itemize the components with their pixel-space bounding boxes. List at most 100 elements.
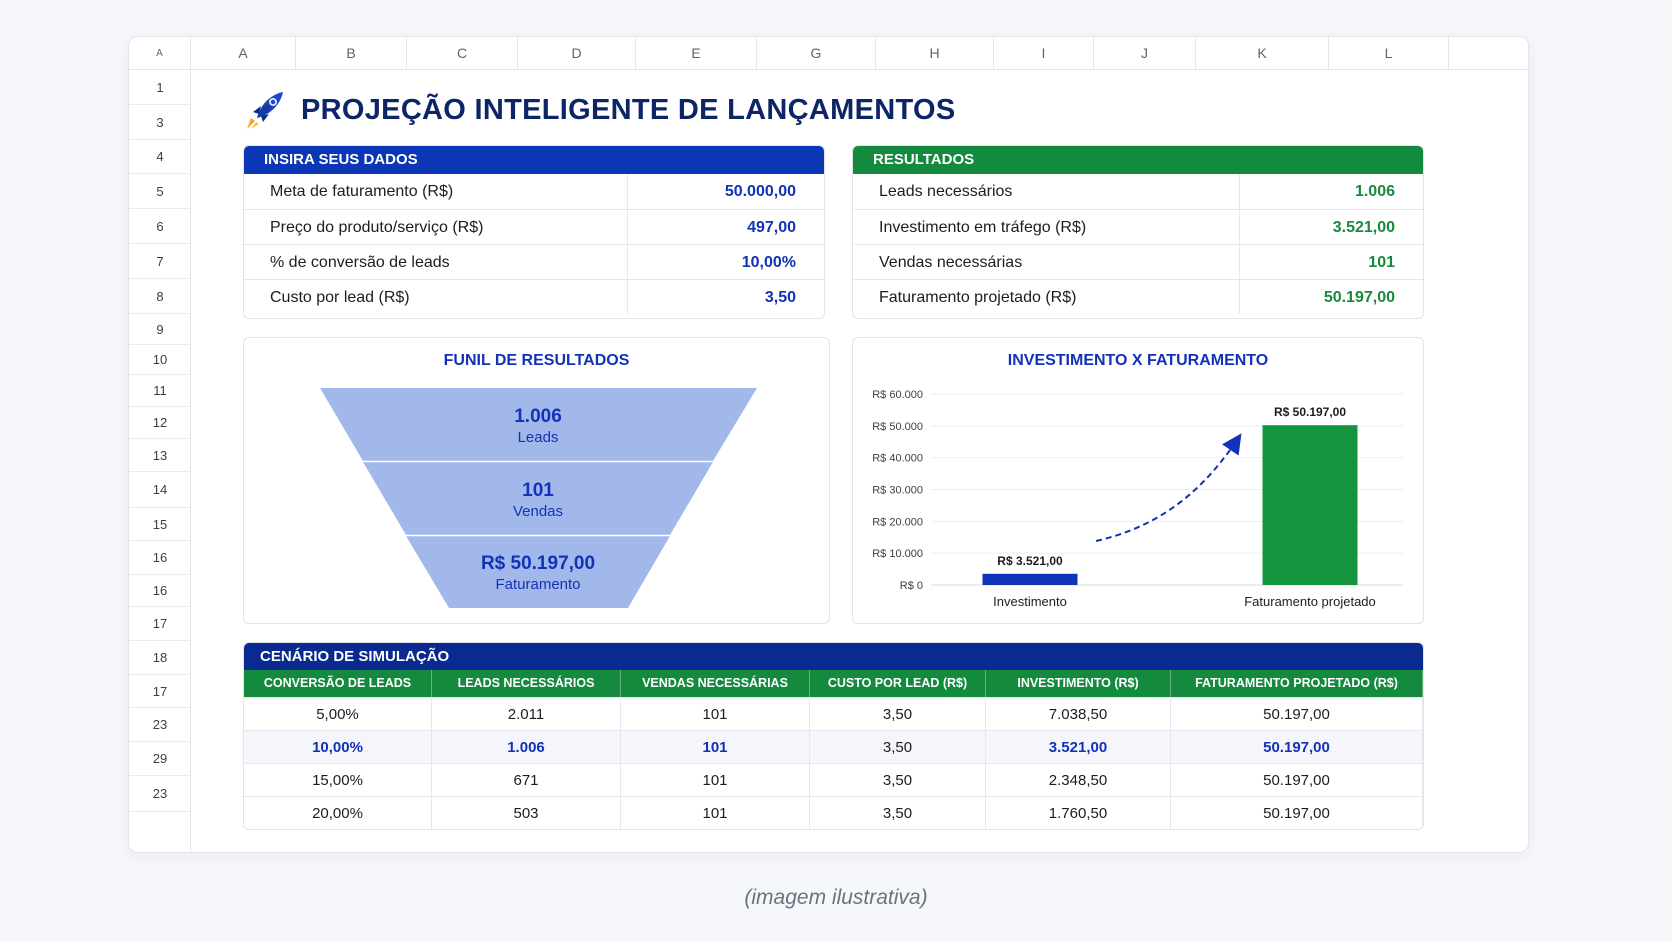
results-value: 101 bbox=[1239, 245, 1423, 279]
inputs-value[interactable]: 10,00% bbox=[627, 245, 824, 279]
simulation-cell: 50.197,00 bbox=[1171, 731, 1423, 763]
simulation-cell: 15,00% bbox=[244, 764, 432, 796]
row-header[interactable]: 8 bbox=[129, 279, 191, 314]
y-tick-label: R$ 0 bbox=[900, 580, 923, 592]
funnel-panel: FUNIL DE RESULTADOS 1.006 Leads 101 Vend… bbox=[243, 337, 830, 624]
inputs-label: Custo por lead (R$) bbox=[270, 289, 410, 306]
y-tick-label: R$ 30.000 bbox=[872, 485, 923, 497]
simulation-cell: 101 bbox=[621, 731, 810, 763]
row-header[interactable]: 10 bbox=[129, 345, 191, 375]
inputs-header: INSIRA SEUS DADOS bbox=[244, 146, 824, 174]
funnel-chart: 1.006 Leads 101 Vendas R$ 50.197,00 Fatu… bbox=[320, 388, 757, 608]
results-label: Faturamento projetado (R$) bbox=[879, 289, 1077, 306]
row-header[interactable]: 11 bbox=[129, 375, 191, 407]
inputs-value[interactable]: 50.000,00 bbox=[627, 174, 824, 209]
inputs-label: Meta de faturamento (R$) bbox=[270, 183, 454, 200]
results-row: Investimento em tráfego (R$) 3.521,00 bbox=[853, 209, 1423, 244]
row-header[interactable]: 18 bbox=[129, 641, 191, 675]
simulation-cell: 5,00% bbox=[244, 698, 432, 730]
row-header[interactable]: 14 bbox=[129, 472, 191, 508]
funnel-title: FUNIL DE RESULTADOS bbox=[443, 352, 630, 369]
simulation-table: CENÁRIO DE SIMULAÇÃO CONVERSÃO DE LEADS L… bbox=[243, 642, 1424, 830]
simulation-cell: 3.521,00 bbox=[986, 731, 1171, 763]
results-label: Leads necessários bbox=[879, 183, 1013, 200]
bar-data-label: R$ 50.197,00 bbox=[1274, 405, 1346, 419]
column-header[interactable]: A bbox=[129, 37, 191, 70]
caption: (imagem ilustrativa) bbox=[744, 886, 928, 909]
row-header[interactable]: 23 bbox=[129, 708, 191, 742]
row-header[interactable]: 15 bbox=[129, 508, 191, 541]
row-header[interactable]: 23 bbox=[129, 776, 191, 812]
simulation-column-header: FATURAMENTO PROJETADO (R$) bbox=[1171, 670, 1423, 697]
simulation-row: 10,00% 1.006 101 3,50 3.521,00 50.197,00 bbox=[244, 730, 1423, 763]
row-header[interactable]: 13 bbox=[129, 439, 191, 472]
column-header[interactable]: I bbox=[994, 37, 1094, 70]
row-header[interactable]: 16 bbox=[129, 541, 191, 575]
column-header[interactable]: C bbox=[407, 37, 518, 70]
column-header[interactable]: G bbox=[757, 37, 876, 70]
simulation-cell: 101 bbox=[621, 764, 810, 796]
inputs-panel: INSIRA SEUS DADOS Meta de faturamento (R… bbox=[243, 145, 825, 319]
row-header[interactable]: 6 bbox=[129, 209, 191, 244]
bar-investimento[interactable] bbox=[982, 573, 1078, 585]
simulation-row: 20,00% 503 101 3,50 1.760,50 50.197,00 bbox=[244, 796, 1423, 829]
row-header[interactable]: 16 bbox=[129, 575, 191, 607]
funnel-vendas-label: Vendas bbox=[513, 503, 563, 520]
y-tick-label: R$ 20.000 bbox=[872, 516, 923, 528]
row-header[interactable]: 5 bbox=[129, 174, 191, 209]
simulation-column-header: CONVERSÃO DE LEADS bbox=[244, 670, 432, 697]
page-title: PROJEÇÃO INTELIGENTE DE LANÇAMENTOS bbox=[301, 93, 956, 126]
inputs-row: Preço do produto/serviço (R$) 497,00 bbox=[244, 209, 824, 244]
row-header[interactable]: 17 bbox=[129, 675, 191, 708]
bar-chart: R$ 0 R$ 10.000 R$ 20.000 R$ 30.000 R$ 40.000… bbox=[872, 389, 1403, 609]
funnel-faturamento-label: Faturamento bbox=[495, 576, 580, 593]
bar-faturamento[interactable] bbox=[1262, 425, 1358, 585]
simulation-cell: 2.011 bbox=[432, 698, 621, 730]
results-header: RESULTADOS bbox=[853, 146, 1423, 174]
simulation-column-header: INVESTIMENTO (R$) bbox=[986, 670, 1171, 697]
simulation-cell: 3,50 bbox=[810, 764, 986, 796]
row-header[interactable]: 7 bbox=[129, 244, 191, 279]
row-headers: 1 3 4 5 6 7 8 9 10 11 12 13 14 15 16 16 17 18 17 23 29 23 bbox=[129, 70, 191, 852]
results-row: Vendas necessárias 101 bbox=[853, 244, 1423, 279]
row-header[interactable]: 12 bbox=[129, 407, 191, 439]
x-category-label: Faturamento projetado bbox=[1244, 594, 1376, 609]
rocket-icon bbox=[247, 92, 283, 129]
simulation-row: 5,00% 2.011 101 3,50 7.038,50 50.197,00 bbox=[244, 697, 1423, 730]
funnel-vendas-value: 101 bbox=[522, 480, 554, 501]
simulation-column-header: VENDAS NECESSÁRIAS bbox=[621, 670, 810, 697]
simulation-cell: 50.197,00 bbox=[1171, 797, 1423, 829]
row-header[interactable]: 17 bbox=[129, 607, 191, 641]
row-header[interactable]: 4 bbox=[129, 140, 191, 174]
column-header[interactable]: B bbox=[296, 37, 407, 70]
inputs-row: Meta de faturamento (R$) 50.000,00 bbox=[244, 174, 824, 209]
simulation-column-header: CUSTO POR LEAD (R$) bbox=[810, 670, 986, 697]
inputs-value[interactable]: 497,00 bbox=[627, 210, 824, 244]
simulation-cell: 50.197,00 bbox=[1171, 698, 1423, 730]
column-header[interactable]: J bbox=[1094, 37, 1196, 70]
funnel-leads-value: 1.006 bbox=[514, 406, 562, 427]
column-header[interactable]: L bbox=[1329, 37, 1449, 70]
column-header[interactable]: E bbox=[636, 37, 757, 70]
funnel-stage-faturamento bbox=[406, 536, 670, 608]
bar-data-label: R$ 3.521,00 bbox=[997, 554, 1063, 568]
column-header[interactable]: H bbox=[876, 37, 994, 70]
inputs-label: Preço do produto/serviço (R$) bbox=[270, 219, 484, 236]
simulation-cell: 20,00% bbox=[244, 797, 432, 829]
column-header[interactable]: D bbox=[518, 37, 636, 70]
inputs-value[interactable]: 3,50 bbox=[627, 280, 824, 314]
funnel-stage-leads bbox=[320, 388, 757, 461]
simulation-cell: 3,50 bbox=[810, 698, 986, 730]
row-header[interactable]: 29 bbox=[129, 742, 191, 776]
row-header[interactable]: 9 bbox=[129, 314, 191, 345]
simulation-cell: 503 bbox=[432, 797, 621, 829]
column-header[interactable]: K bbox=[1196, 37, 1329, 70]
row-header[interactable]: 3 bbox=[129, 105, 191, 140]
simulation-cell: 671 bbox=[432, 764, 621, 796]
column-header[interactable]: A bbox=[191, 37, 296, 70]
row-header[interactable]: 1 bbox=[129, 70, 191, 105]
title-row: PROJEÇÃO INTELIGENTE DE LANÇAMENTOS bbox=[243, 88, 955, 132]
x-category-label: Investimento bbox=[993, 594, 1067, 609]
results-row: Faturamento projetado (R$) 50.197,00 bbox=[853, 279, 1423, 314]
results-value: 1.006 bbox=[1239, 174, 1423, 209]
